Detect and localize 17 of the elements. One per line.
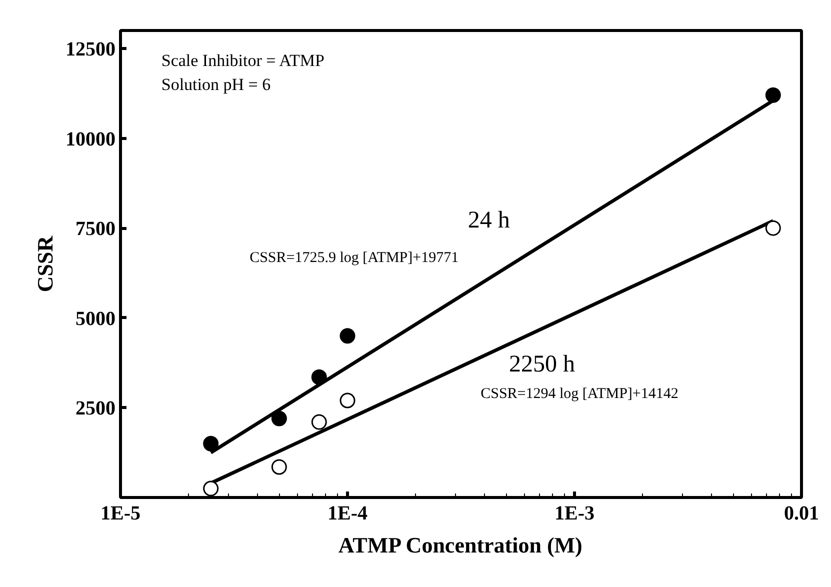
y-tick-label: 10000 bbox=[66, 128, 116, 150]
y-tick-label: 2500 bbox=[76, 398, 116, 420]
y-axis-title: CSSR bbox=[32, 234, 58, 292]
annotation: CSSR=1725.9 log [ATMP]+19771 bbox=[250, 250, 459, 266]
annotation: 2250 h bbox=[509, 352, 576, 378]
x-tick-label: 1E-5 bbox=[100, 502, 140, 524]
x-tick-label: 0.01 bbox=[784, 502, 819, 524]
y-tick-label: 7500 bbox=[76, 218, 116, 240]
y-tick-label: 5000 bbox=[76, 308, 116, 330]
x-tick-label: 1E-4 bbox=[328, 502, 368, 524]
annotation: Solution pH = 6 bbox=[161, 75, 271, 94]
annotation: Scale Inhibitor = ATMP bbox=[161, 51, 324, 70]
x-axis-title: ATMP Concentration (M) bbox=[338, 532, 582, 558]
annotation: CSSR=1294 log [ATMP]+14142 bbox=[480, 386, 678, 402]
y-tick-label: 12500 bbox=[66, 38, 116, 60]
x-tick-label: 1E-3 bbox=[554, 502, 594, 524]
annotation: 24 h bbox=[468, 207, 510, 234]
